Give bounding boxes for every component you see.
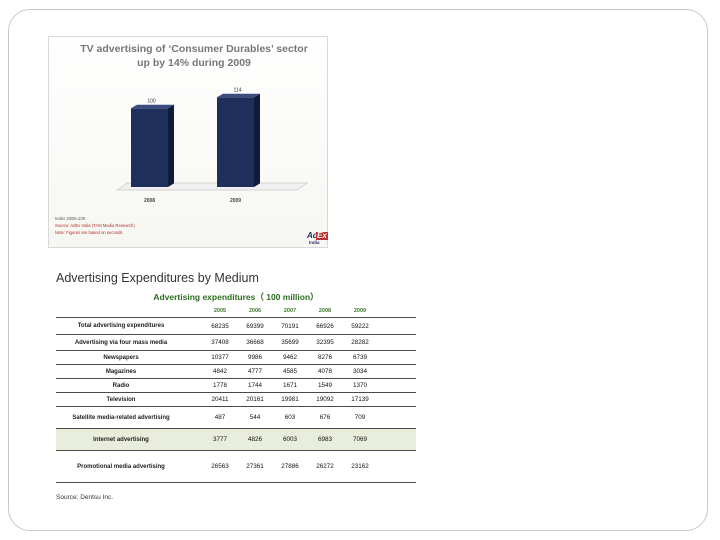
year-header: 2007 (283, 308, 297, 314)
expenditure-table: Advertising expenditures（ 100 million） 2… (56, 288, 416, 494)
row-label: Radio (112, 383, 130, 389)
x-tick-label: 2008 (144, 198, 155, 204)
bar-top (131, 104, 174, 109)
table-cell: 9986 (247, 354, 262, 361)
table-row: Promotional media advertising 26563 27361 2… (56, 450, 416, 482)
row-label: Magazines (105, 369, 137, 375)
table-row: Television 20411 20161 19981 19092 17139 (56, 392, 416, 406)
bar-chart-panel: TV advertising of ‘Consumer Durables’ se… (48, 36, 328, 248)
adex-india-logo: Ad Ex India (305, 231, 328, 247)
table-year-row: 2005 2006 2007 2008 2009 (56, 305, 416, 317)
table-cell: 4585 (282, 368, 297, 375)
chart-footnote-index: Index 2008=100 (55, 216, 86, 221)
table-cell: 7069 (352, 436, 367, 443)
table-cell: 36668 (246, 339, 264, 346)
row-label: Promotional media advertising (77, 464, 165, 470)
year-header: 2005 (213, 308, 227, 314)
table-row: Newspapers 10377 9986 9462 8276 6739 (56, 350, 416, 364)
year-header: 2009 (353, 308, 367, 314)
table-cell: 35699 (281, 339, 299, 346)
table-cell: 1370 (352, 382, 367, 389)
table-cell: 59222 (351, 323, 369, 330)
table-cell: 6983 (317, 436, 332, 443)
table-cell: 1549 (317, 382, 332, 389)
table-cell: 4826 (247, 436, 262, 443)
table-row: Internet advertising 3777 4826 6003 6983 7069 (56, 428, 416, 450)
table-cell: 19092 (316, 396, 334, 403)
table-cell: 32395 (316, 339, 334, 346)
data-label: 100 (147, 98, 156, 104)
table-row: Total advertising expenditures 68235 69399… (56, 317, 416, 334)
table-cell: 20161 (246, 396, 264, 403)
table-cell: 1744 (247, 382, 262, 389)
table-cell: 27361 (246, 463, 264, 470)
table-bottom-border (56, 482, 416, 483)
row-label: Total advertising expenditures (77, 323, 165, 329)
table-cell: 68235 (211, 323, 229, 330)
bar-2008 (131, 108, 168, 187)
table-cell: 6003 (282, 436, 297, 443)
table-cell: 70191 (281, 323, 299, 330)
row-label: Internet advertising (93, 437, 149, 443)
table-source: Source: Dentsu Inc. (56, 494, 114, 501)
table-cell: 26272 (316, 463, 334, 470)
bar-top (217, 93, 260, 98)
logo-india-text: India (309, 240, 320, 245)
table-cell: 10377 (211, 354, 229, 361)
data-label: 114 (234, 87, 242, 93)
table-cell: 3034 (352, 368, 367, 375)
table-row: Magazines 4842 4777 4585 4078 3034 (56, 364, 416, 378)
chart-title-line-1: TV advertising of ‘Consumer Durables’ se… (80, 43, 308, 55)
bar-side (254, 93, 260, 187)
table-cell: 28282 (351, 339, 369, 346)
table-cell: 9462 (282, 354, 297, 361)
table-cell: 676 (319, 414, 331, 421)
table-cell: 69399 (246, 323, 264, 330)
row-label: Satellite media-related advertising (72, 415, 170, 421)
table-row: Radio 1778 1744 1671 1549 1370 (56, 378, 416, 392)
table-cell: 4842 (212, 368, 227, 375)
table-cell: 8276 (317, 354, 332, 361)
table-cell: 23162 (351, 463, 369, 470)
table-header: Advertising expenditures（ 100 million） (153, 292, 319, 302)
table-cell: 4078 (317, 368, 332, 375)
x-tick-label: 2009 (230, 198, 241, 204)
row-label: Newspapers (103, 355, 139, 361)
table-row: Advertising via four mass media 37408 3666… (56, 334, 416, 350)
bar-chart-svg: 100 2008 114 2009 (115, 87, 309, 204)
table-cell: 1671 (282, 382, 297, 389)
table-cell: 4777 (247, 368, 262, 375)
bar-side (168, 104, 174, 187)
bar-2009 (217, 97, 254, 187)
table-cell: 27886 (281, 463, 299, 470)
slide-frame (8, 9, 708, 531)
chart-footnote-source: Source: AdEx India (TAM Media Research) (55, 223, 135, 228)
logo-ad-text: Ad (307, 231, 318, 240)
table-cell: 17139 (351, 396, 369, 403)
table-row: Satellite media-related advertising 487 54… (56, 406, 416, 428)
row-label: Television (106, 397, 136, 403)
chart-footnote-note: Note: Figures are based on seconds (55, 230, 123, 235)
table-cell: 19981 (281, 396, 299, 403)
chart-title-line-2: up by 14% during 2009 (137, 57, 251, 69)
row-label: Advertising via four mass media (74, 340, 168, 346)
year-header: 2006 (248, 308, 262, 314)
table-cell: 20411 (211, 396, 229, 403)
table-cell: 26563 (211, 463, 229, 470)
table-cell: 66926 (316, 323, 334, 330)
table-cell: 487 (214, 414, 226, 421)
logo-ex-text: Ex (316, 231, 328, 240)
table-cell: 37408 (211, 339, 229, 346)
table-cell: 544 (249, 414, 261, 421)
table-cell: 603 (284, 414, 296, 421)
table-title: Advertising Expenditures by Medium (56, 271, 259, 285)
table-cell: 6739 (352, 354, 367, 361)
table-cell: 3777 (212, 436, 227, 443)
table-cell: 1778 (212, 382, 227, 389)
table-cell: 709 (354, 414, 366, 421)
year-header: 2008 (318, 308, 332, 314)
